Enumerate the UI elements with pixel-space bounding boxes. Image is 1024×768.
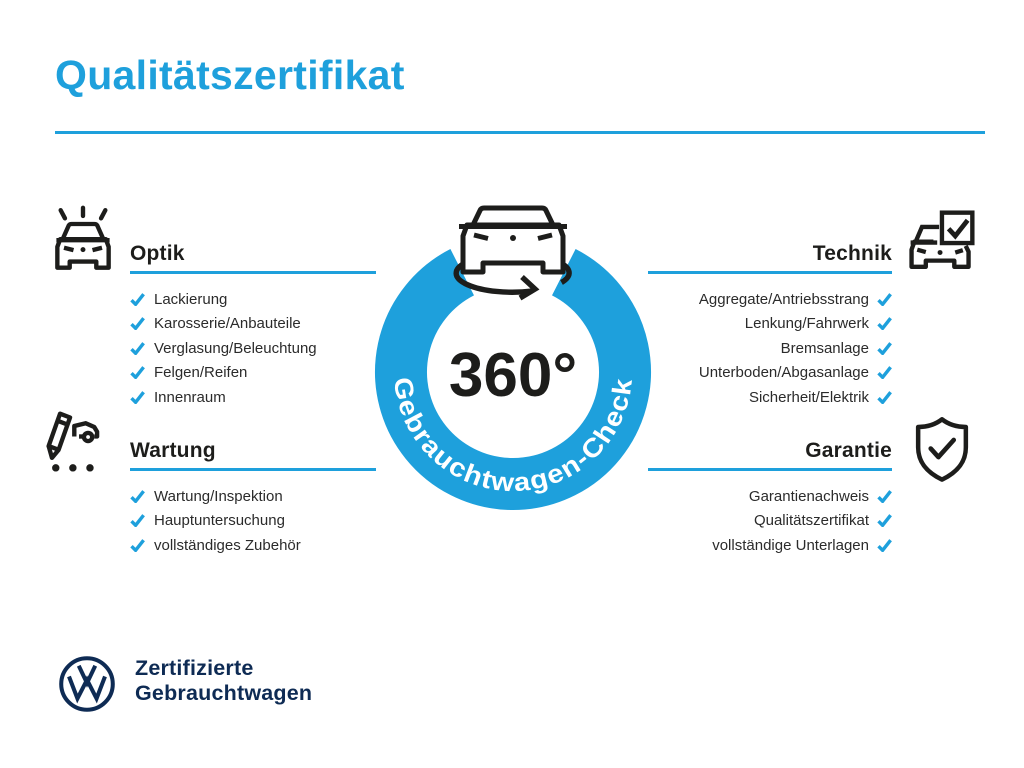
list-item: Felgen/Reifen [130, 361, 376, 386]
check-icon [877, 390, 892, 404]
list-item: Garantienachweis [648, 484, 892, 509]
page-title: Qualitätszertifikat [55, 52, 405, 98]
car-shine-icon [45, 205, 121, 286]
list-item: Sicherheit/Elektrik [648, 385, 892, 410]
badge-ring [375, 249, 651, 510]
vw-logo [57, 654, 117, 719]
section-technik: Technik Aggregate/Antriebsstrang Lenkung… [648, 241, 892, 410]
section-technik-rule [648, 271, 892, 274]
check-icon [877, 489, 892, 503]
list-item: Verglasung/Beleuchtung [130, 336, 376, 361]
technik-checklist: Aggregate/Antriebsstrang Lenkung/Fahrwer… [648, 287, 892, 410]
section-wartung-rule [130, 468, 376, 471]
list-item: Aggregate/Antriebsstrang [648, 287, 892, 312]
list-item: vollständige Unterlagen [648, 533, 892, 558]
section-garantie: Garantie Garantienachweis Qualitätszerti… [648, 438, 892, 558]
brand-claim: Zertifizierte Gebrauchtwagen [135, 656, 312, 706]
section-garantie-title: Garantie [805, 439, 892, 462]
check-icon [130, 341, 145, 355]
section-optik-rule [130, 271, 376, 274]
list-item: Unterboden/Abgasanlage [648, 361, 892, 386]
360-check-badge: 360° Gebrauchtwagen-Check [363, 180, 663, 530]
car-checkbox-icon [903, 206, 979, 287]
list-item: Hauptuntersuchung [130, 509, 376, 534]
check-icon [877, 317, 892, 331]
check-icon [877, 292, 892, 306]
list-item: Lenkung/Fahrwerk [648, 312, 892, 337]
list-item: Qualitätszertifikat [648, 509, 892, 534]
list-item: Lackierung [130, 287, 376, 312]
list-item: Karosserie/Anbauteile [130, 312, 376, 337]
check-icon [130, 514, 145, 528]
section-garantie-rule [648, 468, 892, 471]
section-optik-title: Optik [130, 242, 185, 265]
check-icon [130, 390, 145, 404]
list-item: Wartung/Inspektion [130, 484, 376, 509]
check-icon [130, 366, 145, 380]
check-icon [877, 366, 892, 380]
check-icon [877, 514, 892, 528]
list-item: vollständiges Zubehör [130, 533, 376, 558]
section-wartung: Wartung Wartung/Inspektion Hauptuntersuc… [130, 438, 376, 558]
brand-claim-line1: Zertifizierte [135, 656, 254, 680]
check-icon [130, 538, 145, 552]
check-icon [130, 292, 145, 306]
optik-checklist: Lackierung Karosserie/Anbauteile Verglas… [130, 287, 376, 410]
service-checklist-icon [42, 408, 118, 489]
check-icon [877, 341, 892, 355]
brand-claim-line2: Gebrauchtwagen [135, 681, 313, 705]
section-optik: Optik Lackierung Karosserie/Anbauteile V… [130, 241, 376, 410]
section-technik-title: Technik [812, 242, 892, 265]
list-item: Bremsanlage [648, 336, 892, 361]
badge-degrees: 360° [449, 341, 577, 410]
shield-check-icon [906, 413, 978, 490]
wartung-checklist: Wartung/Inspektion Hauptuntersuchung vol… [130, 484, 376, 558]
garantie-checklist: Garantienachweis Qualitätszertifikat vol… [648, 484, 892, 558]
check-icon [130, 317, 145, 331]
section-wartung-title: Wartung [130, 439, 216, 462]
check-icon [130, 489, 145, 503]
list-item: Innenraum [130, 385, 376, 410]
title-divider [55, 131, 985, 134]
check-icon [877, 538, 892, 552]
car-360-icon [459, 205, 567, 275]
